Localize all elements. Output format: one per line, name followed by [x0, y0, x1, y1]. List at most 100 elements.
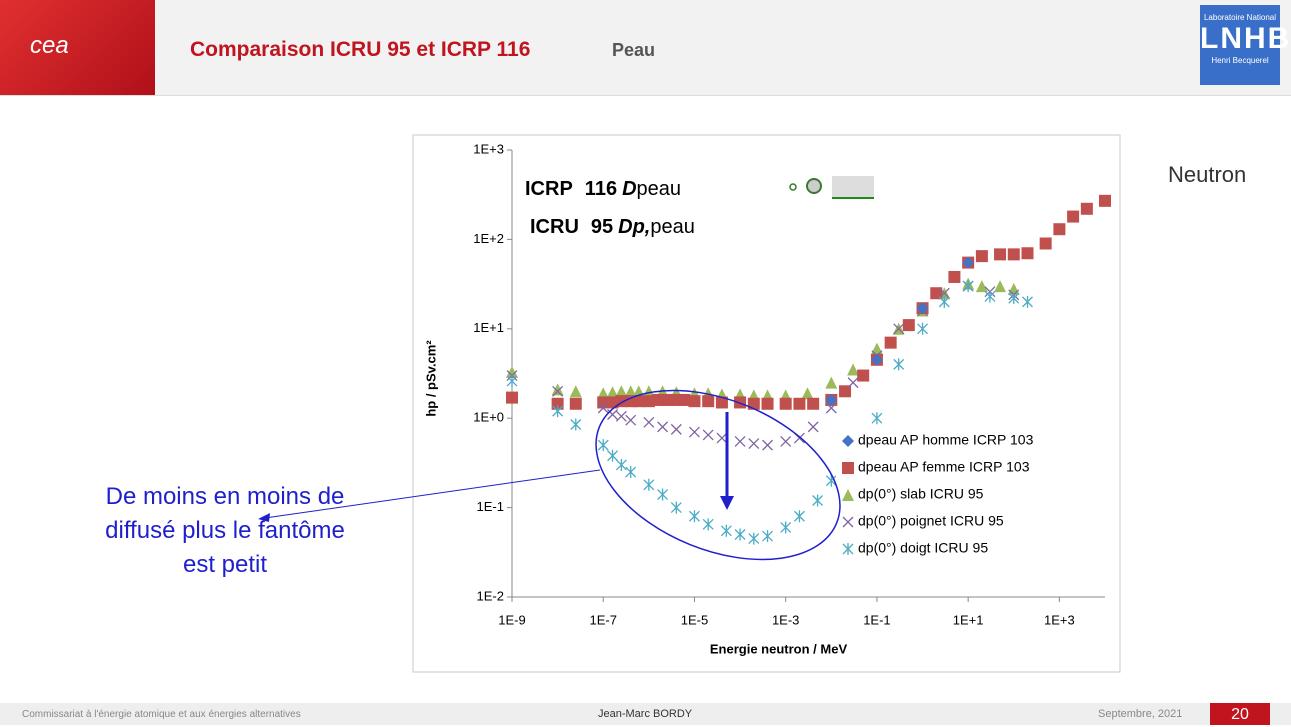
marker — [779, 397, 792, 410]
annotation-line: De moins en moins de — [105, 483, 345, 510]
marker — [930, 287, 943, 300]
marker — [761, 397, 774, 410]
y-tick-label: 1E+1 — [473, 320, 504, 335]
marker — [1021, 247, 1034, 260]
page-number: 20 — [1210, 703, 1270, 725]
inset-line: ICRP 116 Dpeau — [525, 178, 681, 200]
inset-text: peau — [650, 216, 695, 238]
marker — [1008, 292, 1020, 305]
inset-line: ICRU 95 Dp,peau — [530, 216, 695, 238]
marker — [962, 280, 974, 293]
marker — [893, 323, 905, 335]
marker — [842, 462, 854, 474]
marker — [842, 516, 854, 528]
marker — [660, 393, 673, 406]
marker — [597, 402, 609, 414]
marker — [984, 290, 996, 303]
legend-label: dpeau AP femme ICRP 103 — [858, 459, 1030, 475]
marker — [825, 474, 837, 487]
marker — [975, 250, 988, 263]
y-tick-label: 1E-2 — [477, 588, 504, 603]
deco-mark — [806, 178, 822, 194]
marker — [615, 385, 628, 398]
marker — [871, 412, 883, 425]
pointer-head — [258, 513, 270, 522]
marker — [552, 385, 564, 397]
lab-top: Laboratoire National — [1203, 13, 1277, 22]
marker — [625, 414, 637, 426]
marker — [597, 387, 610, 400]
marker — [870, 342, 883, 355]
annotation-line: est petit — [182, 551, 268, 578]
marker — [720, 524, 732, 537]
marker — [670, 423, 682, 435]
footer-org: Commissariat à l'énergie atomique et aux… — [22, 709, 301, 720]
marker — [748, 438, 760, 450]
x-tick-label: 1E+3 — [1044, 612, 1075, 627]
footer-date: Septembre, 2021 — [1098, 708, 1183, 720]
marker — [715, 396, 728, 409]
marker — [839, 385, 852, 398]
deco-mark — [789, 183, 797, 191]
marker — [702, 395, 715, 408]
marker — [702, 518, 714, 531]
x-tick-label: 1E-3 — [772, 612, 799, 627]
marker — [624, 385, 637, 398]
marker — [551, 383, 564, 396]
marker — [642, 385, 655, 398]
marker — [506, 365, 518, 378]
marker — [780, 521, 792, 534]
marker — [916, 302, 929, 315]
marker — [938, 295, 950, 308]
marker — [1099, 194, 1111, 207]
y-tick-label: 1E-1 — [477, 499, 504, 514]
annotation: De moins en moins de diffusé plus le fan… — [60, 480, 390, 582]
marker — [917, 322, 928, 335]
inset-text: peau — [637, 178, 682, 200]
marker — [734, 528, 746, 541]
footer-author: Jean-Marc BORDY — [598, 708, 693, 720]
marker — [847, 363, 860, 376]
lab-name: LNHB — [1200, 22, 1291, 55]
marker — [948, 270, 961, 283]
legend-label: dp(0°) doigt ICRU 95 — [858, 540, 988, 556]
marker — [506, 375, 518, 388]
cea-logo-box — [0, 0, 155, 95]
x-tick-label: 1E-7 — [589, 612, 616, 627]
marker — [1053, 223, 1066, 236]
pointer — [264, 469, 601, 519]
deco-mark — [832, 176, 874, 198]
marker — [938, 287, 950, 299]
marker — [812, 494, 824, 507]
lnhb-logo: Laboratoire National LNHB Henri Becquere… — [1200, 5, 1291, 85]
marker — [1022, 295, 1033, 308]
marker — [678, 393, 691, 406]
marker — [551, 397, 564, 410]
marker — [569, 397, 582, 410]
y-tick-label: 1E+2 — [473, 231, 504, 246]
marker — [762, 439, 773, 451]
marker — [962, 256, 975, 269]
x-axis-label: Energie neutron / MeV — [710, 641, 848, 656]
plot: 1E-2 1E-1 1E+0 1E+1 1E+2 1E+3 1E-9 1E-7 1E-5 1E-3… — [423, 141, 1111, 656]
lab-bottom: Henri Becquerel — [1211, 56, 1269, 65]
annotation-line: diffusé plus le fantôme — [105, 517, 345, 544]
marker — [615, 410, 627, 422]
marker — [748, 532, 760, 545]
marker — [642, 395, 655, 408]
arrow-head — [720, 496, 734, 510]
marker — [670, 501, 682, 514]
chart: 1E-2 1E-1 1E+0 1E+1 1E+2 1E+3 1E-9 1E-7 1E-5 1E-3… — [258, 134, 1121, 673]
marker — [801, 387, 814, 400]
marker — [625, 466, 637, 479]
header — [0, 0, 1291, 96]
marker — [825, 402, 837, 414]
marker — [657, 488, 669, 501]
x-tick-label: 1E-5 — [681, 612, 708, 627]
footer — [0, 703, 1291, 725]
inset-text: D — [622, 178, 636, 200]
marker — [607, 449, 619, 462]
inset-text: ICRU — [530, 216, 579, 238]
marker — [793, 397, 806, 410]
